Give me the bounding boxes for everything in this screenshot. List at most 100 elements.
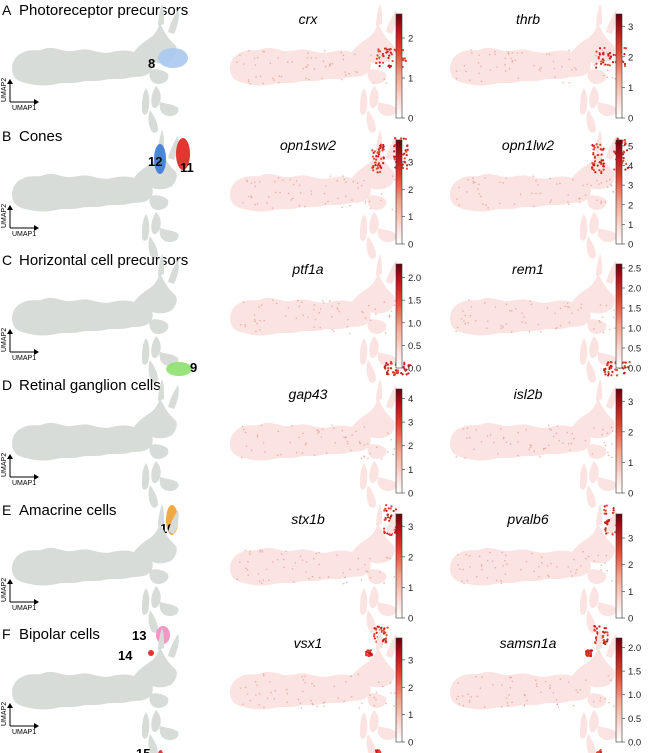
gene-name: pvalb6 xyxy=(506,511,548,527)
panel-title: Retinal ganglion cells xyxy=(19,377,161,394)
axis-label-x: UMAP1 xyxy=(12,480,36,487)
umap-axes: UMAP2 UMAP1 xyxy=(1,702,39,736)
colorbar-tick: 0.5 xyxy=(408,341,421,352)
colorbar: 3 2 1 0 xyxy=(395,513,413,625)
colorbar-tick: 1 xyxy=(628,458,633,469)
umap-cells xyxy=(12,504,179,633)
expression-umap: rem1 2.5 2.0 1.5 1.0 0.5 0.0 xyxy=(450,254,641,383)
colorbar-tick: 1 xyxy=(408,583,413,594)
colorbar: 4 3 2 1 0 xyxy=(395,388,413,500)
cluster-umap: 9 UMAP2 UMAP1 xyxy=(1,254,197,383)
colorbar-tick: 1.0 xyxy=(628,690,641,701)
cluster-highlight xyxy=(158,48,188,68)
umap-cells xyxy=(12,379,179,508)
cluster-label: 8 xyxy=(148,56,155,71)
colorbar-tick: 2.0 xyxy=(628,284,641,295)
colorbar-tick: 1 xyxy=(408,212,413,223)
expression-umap: vsx1 3 2 1 0 xyxy=(230,628,413,753)
panel-row-C: C Horizontal cell precursors 9 UMAP2 UMAP1 pt… xyxy=(1,252,641,383)
panel-letter: B xyxy=(2,128,11,144)
colorbar-tick: 2 xyxy=(408,34,413,45)
axis-label-y: UMAP2 xyxy=(1,578,8,602)
colorbar-tick: 1.5 xyxy=(408,296,421,307)
axis-label-x: UMAP1 xyxy=(12,355,36,362)
umap-axes: UMAP2 UMAP1 xyxy=(1,328,39,362)
colorbar-tick: 2 xyxy=(408,552,413,563)
cluster-label: 14 xyxy=(118,648,133,663)
cluster-label: 9 xyxy=(190,360,197,375)
gene-name: vsx1 xyxy=(294,635,323,651)
colorbar-tick: 3 xyxy=(408,157,413,168)
cluster-label: 15 xyxy=(136,746,150,753)
umap-axes: UMAP2 UMAP1 xyxy=(1,453,39,487)
gene-name: opn1lw2 xyxy=(502,137,554,153)
umap-cells xyxy=(12,254,179,383)
axis-label-y: UMAP2 xyxy=(1,702,8,726)
colorbar-tick: 1.5 xyxy=(628,304,641,315)
cluster-highlight xyxy=(148,650,154,656)
colorbar-tick: 1 xyxy=(408,74,413,85)
colorbar-tick: 0 xyxy=(628,240,633,251)
panel-letter: A xyxy=(2,2,12,18)
panel-letter: E xyxy=(2,502,11,518)
colorbar-tick: 2.0 xyxy=(628,643,641,654)
colorbar-tick: 1 xyxy=(628,587,633,598)
panel-title: Horizontal cell precursors xyxy=(19,252,188,269)
colorbar-tick: 3 xyxy=(628,534,633,545)
colorbar-tick: 2 xyxy=(628,560,633,571)
axis-label-x: UMAP1 xyxy=(12,605,36,612)
axis-label-x: UMAP1 xyxy=(12,105,36,112)
axis-label-y: UMAP2 xyxy=(1,328,8,352)
expression-umap: samsn1a 2.0 1.5 1.0 0.5 0.0 xyxy=(450,628,641,753)
colorbar-tick: 2 xyxy=(628,427,633,438)
umap-cells xyxy=(12,628,179,753)
colorbar-tick: 0.5 xyxy=(628,714,641,725)
expression-umap: ptf1a 2.0 1.5 1.0 0.5 0.0 xyxy=(230,254,421,383)
colorbar-tick: 2 xyxy=(408,683,413,694)
colorbar-tick: 5 xyxy=(628,141,633,152)
colorbar: 3 2 1 0 xyxy=(395,139,413,251)
gene-name: isl2b xyxy=(514,386,543,402)
colorbar-tick: 3 xyxy=(408,655,413,666)
colorbar-tick: 3 xyxy=(628,181,633,192)
axis-label-x: UMAP1 xyxy=(12,231,36,238)
axis-label-x: UMAP1 xyxy=(12,729,36,736)
cluster-umap: 15 UMAP2 UMAP1 xyxy=(1,628,179,753)
cluster-highlight xyxy=(154,144,166,174)
colorbar-tick: 3 xyxy=(628,22,633,33)
umap-cells xyxy=(12,130,179,259)
panel-letter: C xyxy=(2,252,12,268)
colorbar-tick: 0 xyxy=(408,114,413,125)
colorbar-tick: 0 xyxy=(408,489,413,500)
cluster-label: 12 xyxy=(148,154,162,169)
colorbar: 2.0 1.5 1.0 0.5 0.0 xyxy=(395,263,421,375)
colorbar-tick: 4 xyxy=(408,394,413,405)
axis-label-y: UMAP2 xyxy=(1,204,8,228)
panel-row-F: F Bipolar cells 15 UMAP2 UMAP1 vsx1 3 2 1 0 samsn1… xyxy=(1,626,641,753)
gene-name: stx1b xyxy=(291,511,325,527)
colorbar-tick: 0 xyxy=(408,614,413,625)
expression-umap: isl2b 3 2 1 0 xyxy=(450,379,633,536)
panel-row-D: D Retinal ganglion cells 1 0 UMAP2 UMAP1 gap43… xyxy=(1,377,633,537)
colorbar-tick: 0 xyxy=(628,614,633,625)
colorbar-tick: 0 xyxy=(408,240,413,251)
colorbar: 3 2 1 0 xyxy=(395,637,413,749)
gene-name: thrb xyxy=(516,11,540,27)
colorbar-tick: 2 xyxy=(408,185,413,196)
gene-name: ptf1a xyxy=(291,261,323,277)
panel-letter: D xyxy=(2,377,12,393)
umap-axes: UMAP2 UMAP1 xyxy=(1,78,39,112)
expression-umap: opn1sw2 3 2 1 0 xyxy=(230,130,413,259)
colorbar-tick: 1 xyxy=(628,220,633,231)
gene-name: gap43 xyxy=(289,386,328,402)
colorbar: 3 2 1 0 xyxy=(615,13,633,125)
colorbar-tick: 2 xyxy=(628,52,633,63)
colorbar: 3 2 1 0 xyxy=(615,388,633,500)
colorbar: 2.0 1.5 1.0 0.5 0.0 xyxy=(615,637,641,749)
cluster-highlight xyxy=(176,138,190,170)
colorbar-tick: 1.5 xyxy=(628,667,641,678)
colorbar-tick: 0.0 xyxy=(628,364,641,375)
colorbar-tick: 0 xyxy=(628,114,633,125)
cluster-label: 13 xyxy=(132,628,146,643)
